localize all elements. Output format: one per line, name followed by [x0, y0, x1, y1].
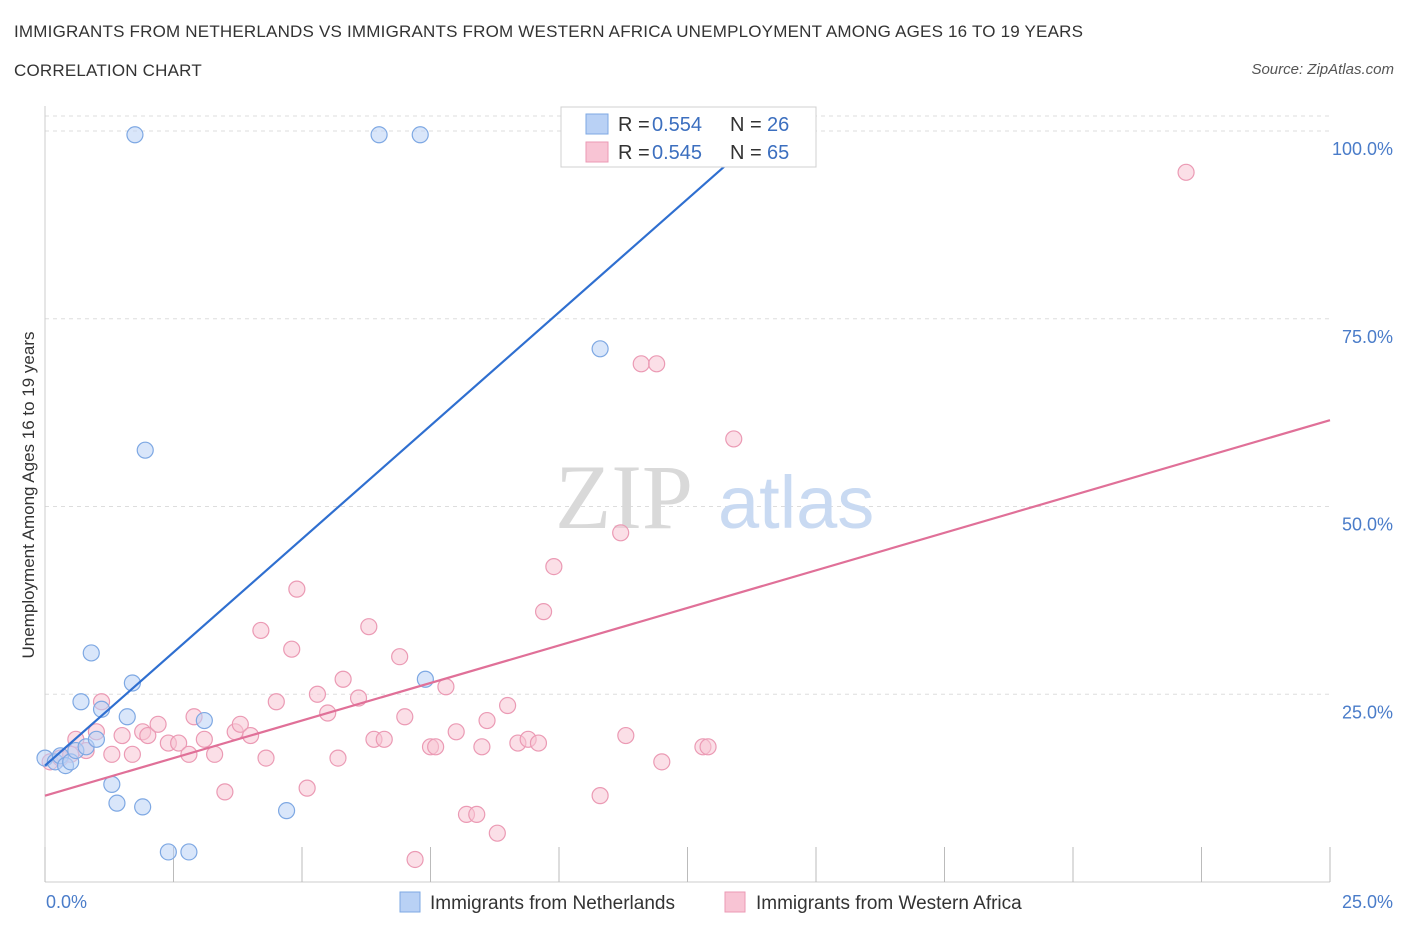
- watermark: ZIP atlas: [555, 446, 874, 548]
- bottom-legend-western-africa: Immigrants from Western Africa: [756, 893, 1022, 914]
- western-africa-point-56: [612, 524, 630, 542]
- western-africa-point-41: [427, 738, 445, 756]
- bottom-legend-swatch-netherlands: [399, 891, 421, 913]
- legend-n-label-2: N =: [730, 142, 762, 164]
- western-africa-point-26: [283, 640, 301, 658]
- netherlands-point-18: [159, 843, 177, 861]
- trend-lines: [44, 130, 1331, 797]
- western-africa-point-37: [391, 648, 409, 666]
- bottom-legend: Immigrants from Netherlands Immigrants f…: [399, 891, 1022, 914]
- netherlands-point-14: [123, 674, 141, 692]
- western-africa-point-59: [648, 355, 666, 373]
- western-africa-point-49: [499, 696, 517, 715]
- western-africa-point-52: [529, 734, 548, 752]
- netherlands-point-25: [591, 340, 609, 358]
- legend-r-value-2: 0.545: [652, 142, 702, 164]
- netherlands-point-21: [277, 802, 296, 820]
- y-tick-label-3: 100.0%: [1332, 139, 1393, 159]
- netherlands-point-23: [411, 126, 429, 144]
- western-africa-point-62: [699, 738, 717, 756]
- netherlands-point-17: [126, 126, 144, 144]
- legend-swatch-netherlands: [585, 113, 609, 135]
- western-africa-point-14: [170, 734, 188, 752]
- western-africa-point-64: [1177, 163, 1195, 181]
- y-tick-label-1: 50.0%: [1342, 515, 1393, 535]
- bottom-legend-netherlands: Immigrants from Netherlands: [430, 893, 675, 914]
- legend-swatch-western-africa: [585, 141, 609, 163]
- netherlands-point-7: [72, 693, 90, 711]
- western-africa-point-54: [545, 557, 563, 576]
- netherlands-point-13: [118, 708, 136, 726]
- western-africa-point-25: [267, 693, 285, 711]
- trend-line-netherlands: [44, 130, 766, 767]
- y-tick-label-2: 75.0%: [1342, 327, 1393, 347]
- western-africa-point-43: [447, 723, 465, 741]
- western-africa-point-28: [298, 779, 316, 797]
- chart-subtitle: CORRELATION CHART: [14, 61, 202, 80]
- western-africa-point-21: [231, 715, 249, 733]
- western-africa-point-23: [252, 621, 270, 640]
- western-africa-point-31: [329, 749, 347, 767]
- netherlands-point-15: [134, 798, 152, 816]
- western-africa-point-39: [406, 850, 424, 869]
- x-tick-label-1: 25.0%: [1342, 892, 1393, 912]
- x-tick-labels: 0.0% 25.0%: [46, 892, 1393, 912]
- legend-r-value-1: 0.554: [652, 114, 702, 136]
- chart-title: IMMIGRANTS FROM NETHERLANDS VS IMMIGRANT…: [14, 22, 1084, 41]
- netherlands-point-22: [370, 126, 388, 144]
- legend-n-label-1: N =: [730, 114, 762, 136]
- western-africa-point-45: [468, 805, 486, 824]
- y-tick-labels: 25.0% 50.0% 75.0% 100.0%: [1332, 139, 1393, 722]
- western-africa-point-55: [591, 787, 609, 805]
- western-africa-point-9: [123, 745, 141, 763]
- legend-n-value-2: 65: [767, 142, 789, 164]
- netherlands-point-16: [136, 441, 154, 459]
- netherlands-point-19: [180, 843, 198, 861]
- western-africa-point-57: [617, 726, 635, 745]
- western-africa-point-11: [139, 726, 157, 745]
- x-tick-label-0: 0.0%: [46, 892, 87, 912]
- western-africa-point-36: [375, 730, 393, 748]
- legend-n-value-1: 26: [767, 114, 789, 136]
- western-africa-point-19: [216, 783, 234, 801]
- western-africa-point-17: [195, 730, 213, 748]
- western-africa-point-34: [360, 618, 378, 636]
- western-africa-point-48: [488, 824, 506, 842]
- western-africa-point-8: [113, 726, 131, 745]
- western-africa-point-27: [288, 580, 306, 598]
- source-label: Source: ZipAtlas.com: [1251, 61, 1394, 78]
- western-africa-point-29: [308, 685, 327, 703]
- western-africa-point-63: [725, 430, 743, 448]
- western-africa-point-38: [396, 708, 414, 726]
- netherlands-point-20: [195, 711, 213, 730]
- netherlands-point-8: [82, 644, 100, 662]
- legend-r-label-2: R =: [618, 142, 650, 164]
- western-africa-point-46: [473, 738, 491, 756]
- western-africa-point-7: [103, 745, 121, 763]
- y-axis-label: Unemployment Among Ages 16 to 19 years: [19, 332, 38, 659]
- watermark-atlas: atlas: [718, 461, 874, 544]
- western-africa-point-58: [632, 355, 650, 373]
- bottom-legend-swatch-western-africa: [724, 891, 746, 913]
- western-africa-point-60: [653, 753, 671, 771]
- western-africa-point-53: [534, 603, 553, 621]
- legend-r-label-1: R =: [618, 114, 650, 136]
- y-tick-label-0: 25.0%: [1342, 702, 1393, 722]
- western-africa-point-32: [334, 670, 352, 688]
- netherlands-point-9: [87, 730, 106, 748]
- netherlands-point-12: [108, 794, 126, 812]
- western-africa-point-24: [257, 749, 275, 767]
- trend-line-western-africa: [44, 419, 1331, 797]
- legend: R = 0.554 N = 26 R = 0.545 N = 65: [560, 106, 817, 168]
- western-africa-point-47: [478, 711, 496, 730]
- western-africa-point-12: [149, 715, 167, 733]
